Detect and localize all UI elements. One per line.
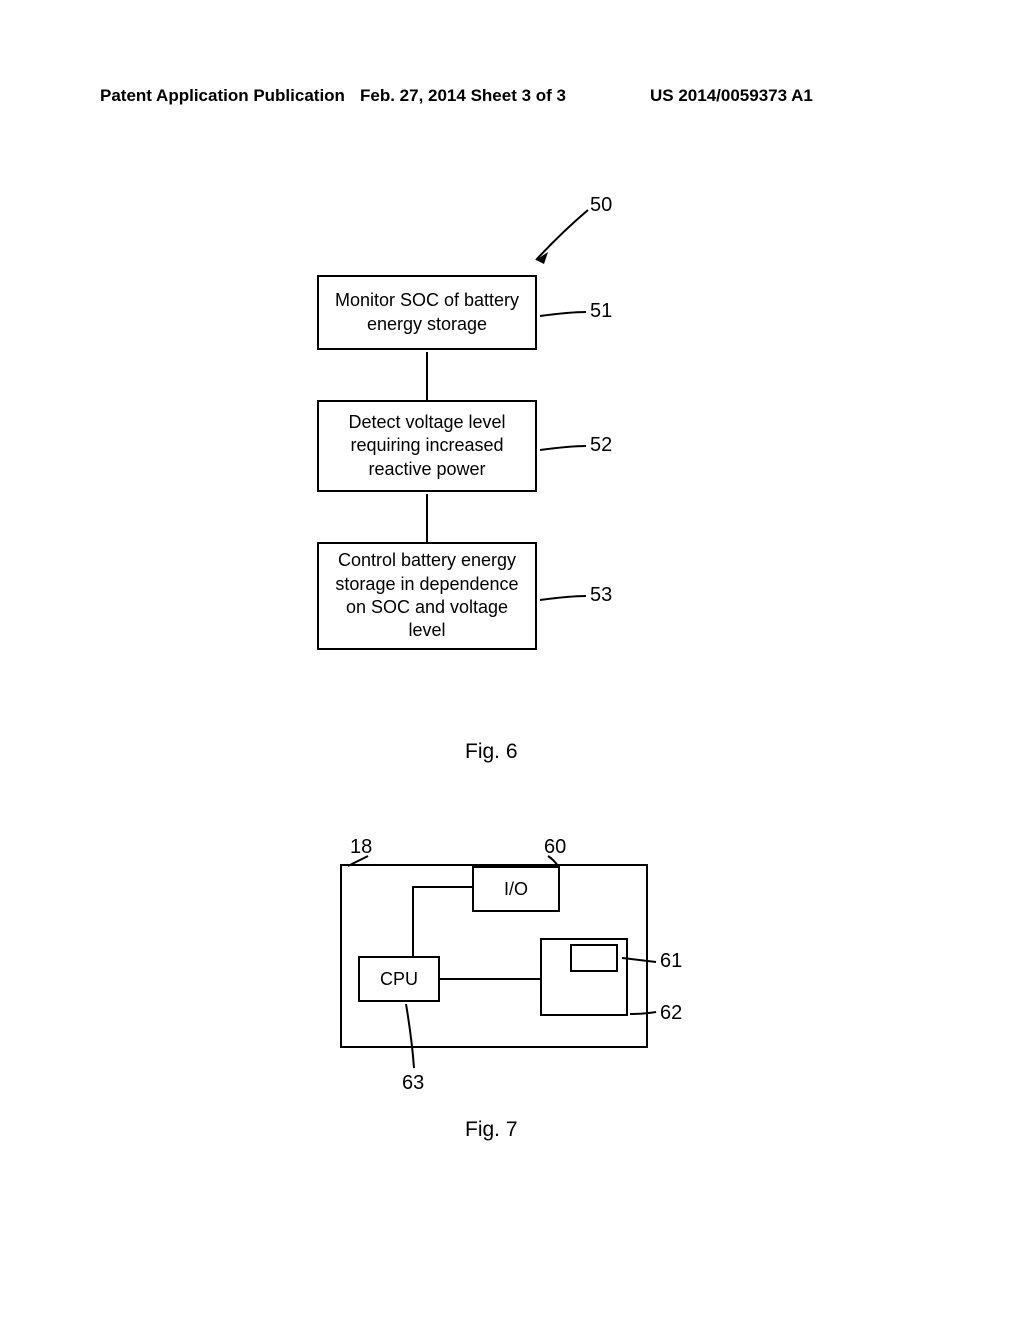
ref-label-52: 52 (590, 434, 612, 457)
cpu-box: CPU (358, 956, 440, 1002)
ref-label-61: 61 (660, 950, 682, 973)
ref-label-53: 53 (590, 584, 612, 607)
flow-box-51: Monitor SOC of battery energy storage (317, 275, 537, 350)
io-box: I/O (472, 866, 560, 912)
leader-51 (540, 312, 586, 316)
flow-box-53: Control battery energy storage in depend… (317, 542, 537, 650)
ref-label-63: 63 (402, 1072, 424, 1095)
ref-label-51: 51 (590, 300, 612, 323)
ref-label-60: 60 (544, 836, 566, 859)
connector-52-53 (426, 494, 428, 542)
connector-cpu-io-h (412, 886, 472, 888)
connector-51-52 (426, 352, 428, 400)
flow-box-52-text: Detect voltage level requiring increased… (329, 411, 525, 481)
cpu-label: CPU (380, 969, 418, 990)
arrow-50 (536, 210, 588, 260)
flow-box-53-text: Control battery energy storage in depend… (329, 549, 525, 643)
fig6-caption: Fig. 6 (465, 740, 518, 764)
diagram-container: Monitor SOC of battery energy storage De… (0, 0, 1024, 1320)
arrow-50-head (536, 252, 548, 264)
connector-cpu-io-v (412, 886, 414, 956)
leader-52 (540, 446, 586, 450)
mem-inner-box (570, 944, 618, 972)
flow-box-52: Detect voltage level requiring increased… (317, 400, 537, 492)
ref-label-50: 50 (590, 194, 612, 217)
io-label: I/O (504, 879, 528, 900)
ref-label-18: 18 (350, 836, 372, 859)
ref-label-62: 62 (660, 1002, 682, 1025)
flow-box-51-text: Monitor SOC of battery energy storage (329, 289, 525, 336)
leader-53 (540, 596, 586, 600)
fig7-caption: Fig. 7 (465, 1118, 518, 1142)
connector-cpu-mem (440, 978, 540, 980)
